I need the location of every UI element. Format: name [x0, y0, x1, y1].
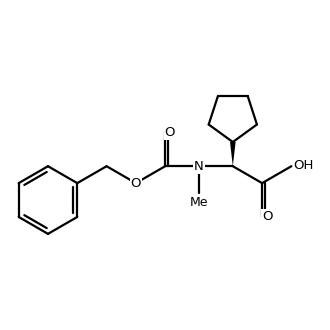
- Text: O: O: [165, 126, 175, 139]
- Text: N: N: [194, 160, 204, 173]
- Text: Me: Me: [190, 196, 208, 210]
- Text: O: O: [262, 211, 273, 223]
- Text: O: O: [131, 177, 141, 190]
- Polygon shape: [230, 142, 236, 166]
- Text: OH: OH: [293, 159, 314, 172]
